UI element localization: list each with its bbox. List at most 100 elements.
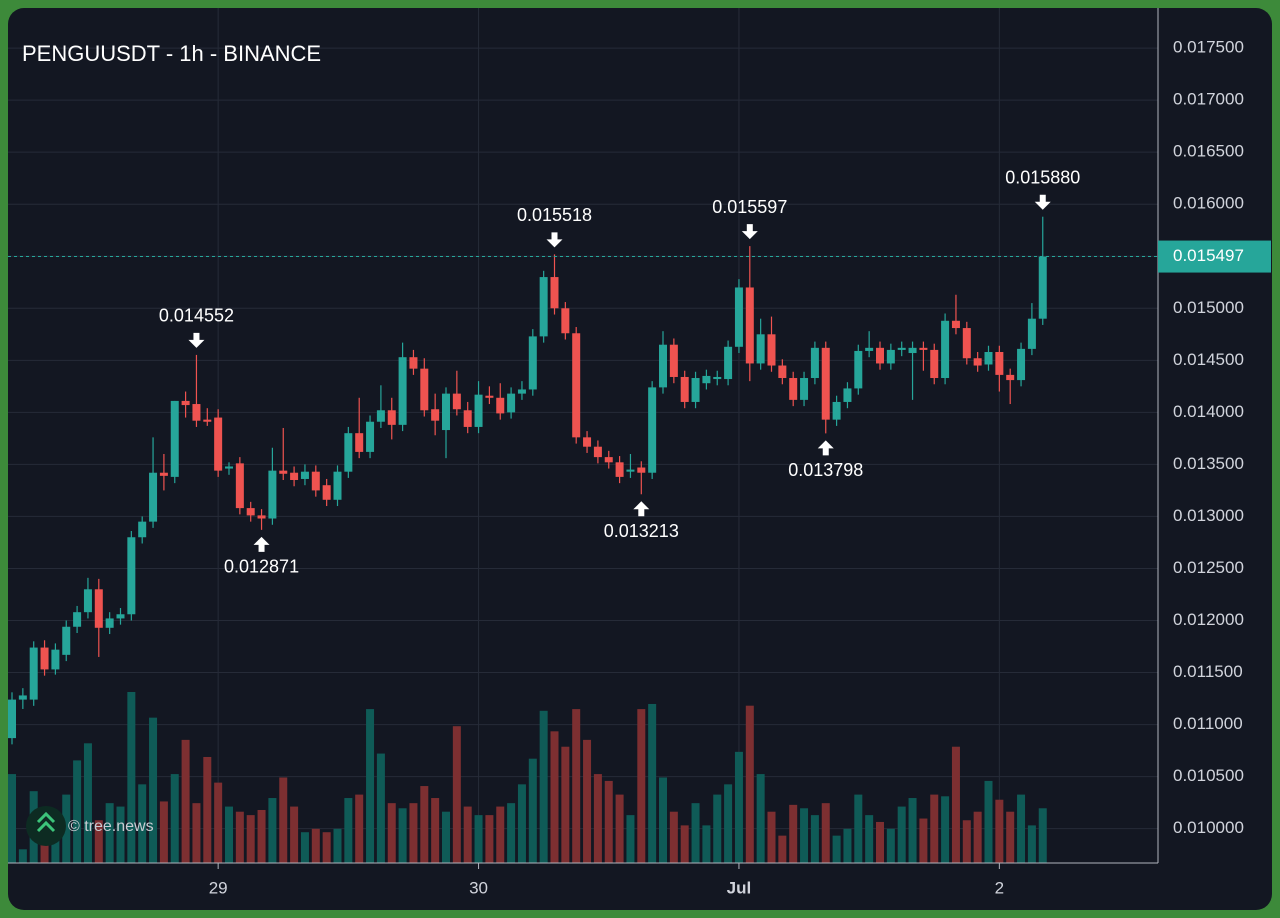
y-tick-label: 0.014000: [1173, 402, 1244, 421]
volume-bar: [290, 806, 299, 863]
candle-body: [149, 472, 158, 522]
watermark: © tree.news: [68, 818, 154, 835]
candle-body: [648, 387, 657, 473]
candle-body: [94, 589, 103, 628]
candle-body: [539, 277, 548, 337]
candle-body: [105, 618, 114, 628]
volume-bar: [279, 777, 288, 863]
volume-bar: [105, 803, 114, 863]
candle-body: [919, 347, 928, 350]
volume-bar: [442, 811, 450, 863]
volume-bar: [886, 828, 895, 863]
candle-body: [550, 277, 559, 309]
candle-body: [615, 462, 624, 477]
volume-bar: [420, 786, 429, 863]
volume-bar: [1006, 811, 1015, 863]
candle-body: [83, 589, 92, 613]
candle-body: [138, 521, 147, 538]
candle-body: [800, 378, 809, 400]
volume-bar: [583, 739, 592, 863]
candle-body: [214, 417, 223, 471]
volume-bar: [626, 815, 635, 863]
volume-bar: [73, 760, 82, 863]
high-arrow: [188, 332, 205, 348]
candle-body: [604, 457, 613, 463]
candle-body: [626, 469, 635, 472]
volume-bar: [615, 794, 624, 863]
volume-bar: [94, 820, 103, 863]
candle-body: [8, 699, 16, 739]
volume-bar: [431, 798, 440, 863]
candle-body: [485, 395, 494, 398]
volume-bar: [149, 717, 158, 863]
volume-bar: [767, 811, 776, 863]
high-arrow: [546, 232, 563, 248]
y-tick-label: 0.013000: [1173, 506, 1244, 525]
candle-body: [691, 378, 700, 402]
volume-bar: [62, 794, 71, 863]
candle-body: [159, 472, 168, 476]
candle-body: [908, 347, 917, 354]
candle-body: [897, 347, 906, 350]
volume-bar: [138, 784, 147, 863]
candle-body: [29, 647, 38, 700]
volume-bar: [724, 784, 733, 863]
volume-bar: [192, 803, 201, 863]
candle-body: [268, 470, 277, 519]
candle-body: [376, 410, 385, 422]
volume-bar: [8, 774, 16, 863]
y-tick-label: 0.017000: [1173, 90, 1244, 109]
logo-icon: [36, 811, 56, 833]
candle-body: [832, 401, 841, 420]
low-label: 0.012871: [224, 557, 299, 577]
candle-body: [821, 347, 830, 420]
volume-bar: [941, 796, 950, 863]
high-arrow: [741, 224, 758, 240]
volume-bar: [789, 804, 798, 863]
y-tick-label: 0.016500: [1173, 142, 1244, 161]
candle-body: [170, 400, 179, 477]
volume-bar: [680, 825, 689, 863]
candle-body: [387, 410, 396, 425]
last-price-box: [1158, 240, 1271, 273]
candle-body: [398, 357, 407, 425]
candle-body: [333, 471, 342, 500]
candle-body: [1017, 348, 1026, 381]
volume-bar: [1038, 808, 1047, 863]
candle-body: [290, 472, 299, 481]
volume-bar: [159, 801, 168, 863]
candle-body: [300, 471, 309, 479]
candle-body: [843, 388, 852, 402]
volume-bar: [659, 777, 667, 863]
y-tick-label: 0.010500: [1173, 766, 1244, 785]
candle-body: [941, 320, 950, 379]
low-arrow: [633, 501, 650, 517]
volume-bar: [962, 820, 971, 863]
volume-bar: [832, 835, 841, 863]
volume-bar: [745, 705, 754, 863]
volume-bar: [311, 828, 320, 863]
volume-bar: [485, 815, 494, 863]
candle-body: [1038, 256, 1047, 319]
high-label: 0.015518: [517, 205, 592, 225]
candle-body: [18, 695, 27, 700]
high-label: 0.015880: [1005, 167, 1080, 187]
volume-bar: [235, 811, 244, 863]
candle-body: [181, 400, 190, 406]
candle-body: [40, 647, 49, 670]
grid: [8, 8, 1158, 863]
volume-bar: [821, 803, 830, 863]
volume-bar: [300, 832, 309, 863]
candle-body: [366, 421, 375, 452]
candle-body: [431, 409, 440, 421]
volume-bar: [843, 828, 852, 863]
volume-bar: [691, 803, 700, 863]
y-tick-label: 0.012000: [1173, 610, 1244, 629]
candle-body: [474, 394, 483, 427]
candle-layer: [8, 216, 1047, 745]
volume-bar: [734, 751, 743, 863]
volume-bar: [344, 798, 353, 863]
candle-body: [257, 515, 266, 519]
candle-body: [1006, 374, 1015, 381]
